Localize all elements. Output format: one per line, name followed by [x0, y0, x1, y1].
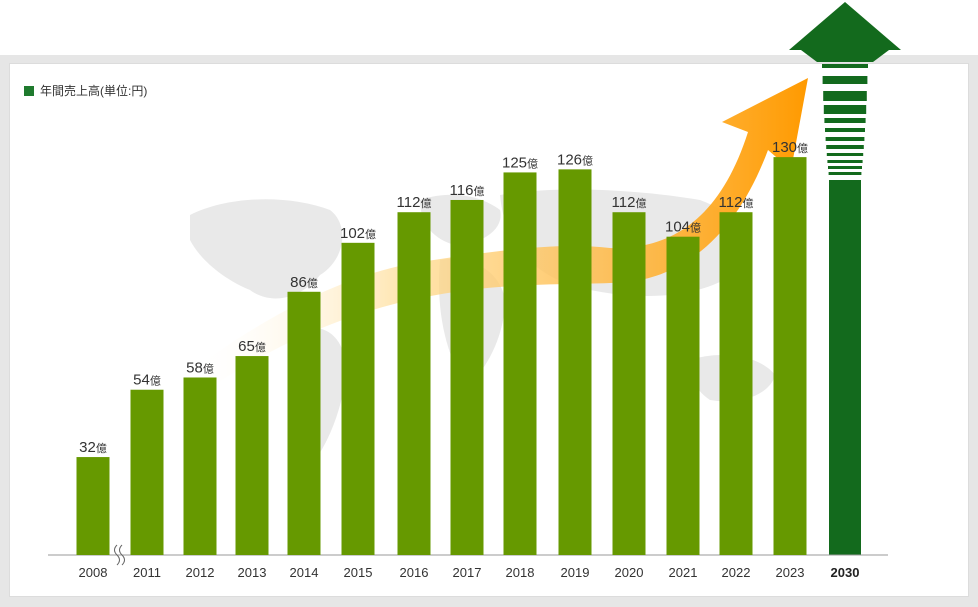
x-tick-2017: 2017 — [453, 565, 482, 580]
value-label-2020: 112億 — [612, 194, 647, 211]
value-label-2016: 112億 — [397, 194, 432, 211]
x-tick-2014: 2014 — [290, 565, 319, 580]
value-label-2012: 58億 — [186, 359, 214, 376]
bars — [76, 157, 807, 556]
target-arrow-stripe — [822, 64, 868, 68]
bar-2018 — [503, 172, 537, 555]
target-arrow-stripe — [824, 118, 866, 123]
x-tick-2020: 2020 — [615, 565, 644, 580]
bar-2008 — [76, 457, 110, 555]
target-arrow-stripe — [827, 160, 863, 163]
bar-2012 — [183, 377, 217, 555]
value-label-2011: 54億 — [133, 372, 161, 389]
value-label-2021: 104億 — [665, 219, 701, 236]
legend: 年間売上高(単位:円) — [24, 82, 147, 99]
target-2030-arrow — [789, 2, 901, 555]
bar-2019 — [558, 169, 592, 555]
value-label-2017: 116億 — [450, 182, 485, 199]
x-tick-2022: 2022 — [722, 565, 751, 580]
target-arrow-stripe — [828, 172, 862, 175]
bar-2022 — [719, 212, 753, 555]
legend-label: 年間売上高(単位:円) — [40, 84, 148, 98]
value-label-2015: 102億 — [340, 225, 376, 242]
target-arrow-stripe — [822, 76, 868, 84]
value-label-2008: 32億 — [79, 439, 107, 456]
target-arrow-shaft — [829, 180, 861, 555]
x-tick-2023: 2023 — [776, 565, 805, 580]
target-arrow-stripe — [825, 128, 865, 132]
value-label-2014: 86億 — [290, 274, 318, 291]
bar-2020 — [612, 212, 646, 555]
bar-2016 — [397, 212, 431, 555]
x-tick-2008: 2008 — [79, 565, 108, 580]
target-arrow-stripe — [825, 137, 865, 141]
value-label-2018: 125億 — [502, 154, 538, 171]
x-tick-2030: 2030 — [831, 565, 860, 580]
x-tick-2021: 2021 — [669, 565, 698, 580]
bar-2017 — [450, 199, 484, 555]
value-label-2019: 126億 — [557, 151, 593, 168]
x-axis-ticks: 2008 2011 2012 2013 2014 2015 2016 2017 2018 2019… — [79, 565, 860, 580]
axis-break-icon — [114, 544, 125, 566]
x-tick-2016: 2016 — [400, 565, 429, 580]
bar-2013 — [235, 356, 269, 555]
target-arrow-collar — [801, 50, 889, 62]
target-arrow-stripe — [828, 166, 862, 169]
value-labels: 32億 54億 58億 65億 86億 102億 112億 116億 125億 126億 112億 1… — [79, 139, 808, 456]
legend-swatch — [24, 85, 34, 96]
bar-2023 — [773, 157, 807, 555]
value-label-2022: 112億 — [719, 194, 754, 211]
target-arrow-head — [789, 2, 901, 50]
bar-2015 — [341, 242, 375, 555]
target-arrow-stripe — [823, 105, 867, 114]
target-arrow-stripe — [826, 153, 864, 156]
value-label-2023: 130億 — [772, 139, 808, 156]
x-tick-2019: 2019 — [561, 565, 590, 580]
x-tick-2011: 2011 — [133, 565, 161, 580]
target-arrow-stripe — [826, 145, 864, 149]
target-arrow-stripe — [823, 91, 867, 101]
x-tick-2013: 2013 — [238, 565, 267, 580]
x-tick-2018: 2018 — [506, 565, 535, 580]
bar-2011 — [130, 389, 164, 555]
bar-2021 — [666, 236, 700, 556]
value-label-2013: 65億 — [238, 338, 266, 355]
x-tick-2012: 2012 — [186, 565, 215, 580]
bar-2014 — [287, 291, 321, 555]
x-tick-2015: 2015 — [344, 565, 373, 580]
